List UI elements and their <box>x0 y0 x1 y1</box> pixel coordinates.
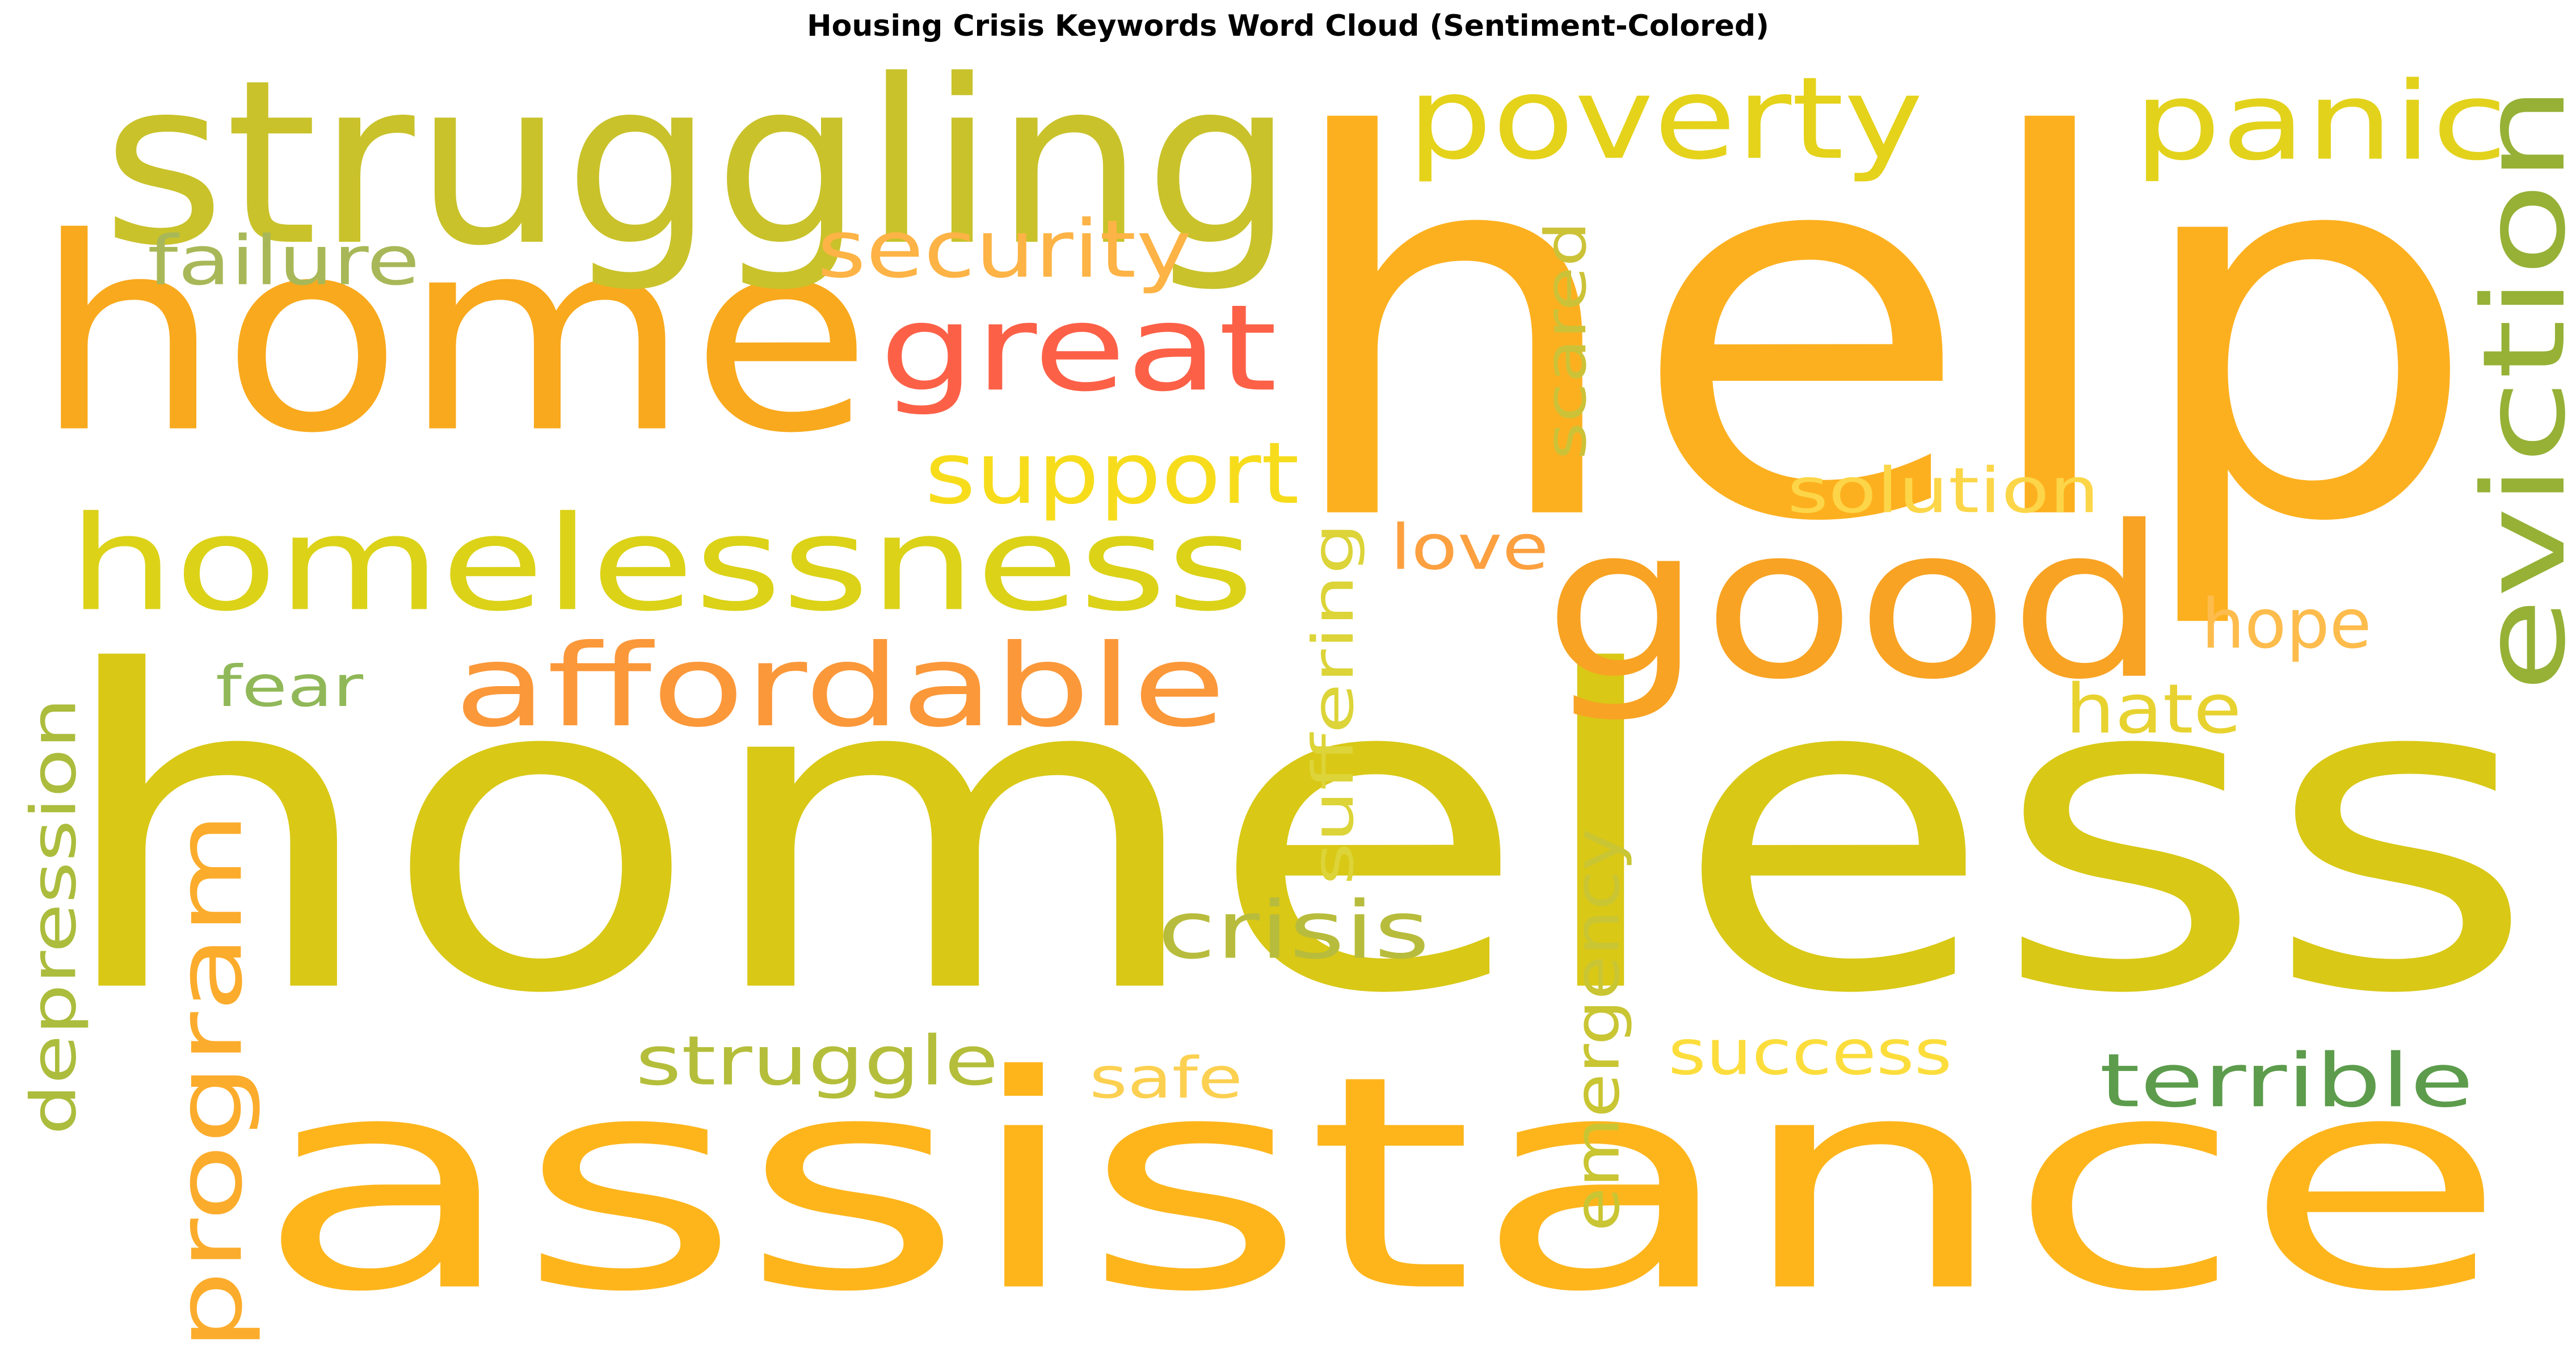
word-good: good <box>1543 480 2169 726</box>
word-scared: scared <box>1533 221 1599 460</box>
word-emergency: emergency <box>1560 828 1634 1231</box>
word-crisis: crisis <box>1157 884 1430 977</box>
word-assistance: assistance <box>255 1012 2507 1345</box>
word-struggling: struggling <box>102 31 1294 296</box>
word-solution: solution <box>1787 454 2099 527</box>
word-fear: fear <box>216 653 364 720</box>
word-homeless: homeless <box>51 579 2537 1091</box>
word-great: great <box>879 279 1278 418</box>
word-love: love <box>1390 511 1549 584</box>
chart-title: Housing Crisis Keywords Word Cloud (Sent… <box>807 9 1769 43</box>
word-program: program <box>156 812 263 1345</box>
word-depression: depression <box>17 697 90 1135</box>
word-success: success <box>1668 1016 1952 1089</box>
word-panic: panic <box>2133 58 2508 185</box>
word-safe: safe <box>1089 1045 1243 1111</box>
word-failure: failure <box>148 221 420 301</box>
word-eviction: eviction <box>2458 85 2576 693</box>
word-affordable: affordable <box>454 620 1226 753</box>
word-struggle: struggle <box>635 1021 999 1101</box>
word-support: support <box>925 423 1299 523</box>
word-terrible: terrible <box>2099 1037 2474 1124</box>
word-help: help <box>1277 27 2481 638</box>
word-poverty: poverty <box>1407 52 1923 185</box>
word-suffering: suffering <box>1300 522 1366 885</box>
word-homelessness: homelessness <box>68 487 1255 641</box>
word-home: home <box>34 180 873 493</box>
word-hope: hope <box>2202 584 2372 664</box>
word-hate: hate <box>2065 669 2242 749</box>
word-security: security <box>817 203 1192 296</box>
